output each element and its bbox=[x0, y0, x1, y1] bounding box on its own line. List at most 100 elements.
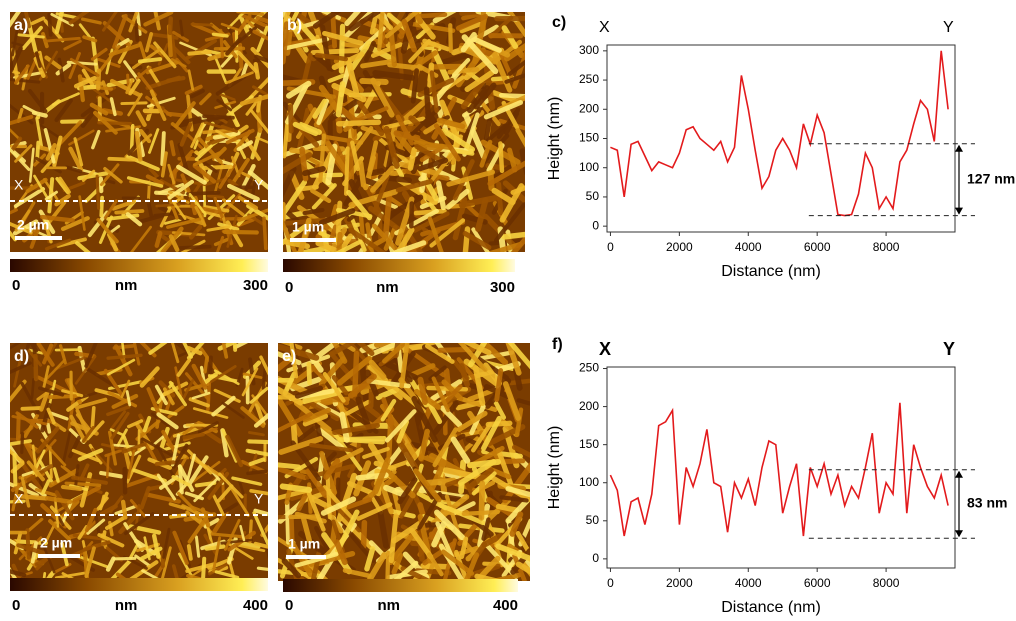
nanorod bbox=[134, 130, 143, 162]
colorbar bbox=[283, 579, 518, 592]
nanorod bbox=[504, 43, 525, 62]
nanorod bbox=[296, 107, 318, 139]
nanorod bbox=[290, 420, 298, 446]
nanorod bbox=[187, 455, 209, 487]
nanorod bbox=[141, 569, 165, 581]
nanorod bbox=[68, 52, 81, 80]
nanorod bbox=[226, 183, 260, 202]
nanorod bbox=[96, 68, 102, 91]
nanorod bbox=[132, 343, 141, 366]
nanorod bbox=[222, 229, 259, 235]
nanorod bbox=[162, 527, 171, 559]
nanorod bbox=[54, 490, 75, 521]
nanorod bbox=[10, 46, 23, 78]
nanorod bbox=[90, 405, 96, 429]
nanorod bbox=[408, 115, 429, 134]
nanorod bbox=[309, 172, 344, 178]
nanorod bbox=[333, 539, 348, 566]
x-tick-label: 4000 bbox=[735, 576, 762, 590]
nanorod bbox=[152, 533, 161, 559]
nanorod bbox=[368, 359, 387, 380]
nanorod bbox=[502, 381, 521, 421]
nanorod bbox=[247, 439, 268, 445]
nanorod bbox=[107, 391, 138, 408]
nanorod bbox=[433, 123, 461, 162]
nanorod bbox=[472, 36, 502, 53]
nanorod bbox=[10, 482, 39, 497]
nanorod bbox=[383, 224, 398, 251]
colorbar-max: 300 bbox=[490, 279, 515, 296]
afm-image bbox=[278, 343, 530, 581]
nanorod bbox=[457, 343, 488, 373]
nanorod bbox=[431, 376, 450, 413]
nanorod bbox=[135, 12, 142, 36]
nanorod bbox=[418, 428, 430, 462]
nanorod bbox=[120, 101, 148, 106]
nanorod bbox=[153, 12, 161, 31]
nanorod bbox=[447, 67, 480, 75]
nanorod bbox=[322, 371, 346, 403]
colorbar bbox=[10, 259, 268, 272]
nanorod bbox=[153, 212, 171, 218]
nanorod bbox=[142, 415, 152, 433]
nanorod bbox=[106, 353, 143, 360]
nanorod bbox=[297, 217, 312, 252]
panel-label: f) bbox=[552, 336, 563, 353]
nanorod bbox=[377, 510, 389, 549]
nanorod bbox=[289, 343, 299, 379]
nanorod bbox=[10, 379, 27, 403]
nanorod bbox=[150, 412, 170, 427]
nanorod bbox=[214, 570, 240, 580]
nanorod bbox=[505, 497, 530, 524]
nanorod bbox=[105, 454, 110, 479]
nanorod bbox=[495, 503, 520, 513]
nanorod bbox=[40, 214, 75, 223]
nanorod bbox=[348, 12, 381, 32]
scale-bar-label: 2 µm bbox=[40, 535, 72, 551]
nanorod bbox=[459, 12, 483, 16]
nanorod bbox=[192, 116, 225, 124]
panel-label: a) bbox=[14, 17, 28, 34]
nanorod bbox=[216, 98, 233, 112]
nanorod bbox=[252, 29, 268, 41]
nanorod bbox=[16, 493, 49, 501]
nanorod bbox=[160, 131, 166, 167]
nanorod bbox=[185, 510, 205, 527]
nanorod bbox=[372, 174, 390, 212]
nanorod bbox=[186, 544, 193, 561]
nanorod bbox=[245, 19, 260, 34]
nanorod bbox=[286, 80, 312, 99]
nanorod bbox=[240, 62, 249, 79]
nanorod bbox=[440, 549, 475, 576]
nanorod bbox=[170, 433, 181, 467]
nanorod bbox=[278, 462, 302, 470]
nanorod bbox=[483, 100, 523, 120]
nanorod bbox=[105, 515, 127, 531]
nanorod bbox=[324, 224, 338, 252]
nanorod bbox=[192, 163, 217, 184]
nanorod bbox=[329, 343, 357, 357]
nanorod bbox=[81, 425, 95, 443]
nanorod bbox=[478, 480, 486, 521]
nanorod bbox=[225, 37, 242, 56]
nanorod bbox=[411, 395, 438, 443]
nanorod bbox=[74, 355, 97, 385]
nanorod bbox=[138, 128, 152, 144]
nanorod bbox=[314, 525, 330, 552]
y-tick-label: 250 bbox=[579, 361, 599, 375]
nanorod bbox=[10, 208, 18, 215]
nanorod bbox=[414, 143, 444, 163]
nanorod bbox=[314, 52, 348, 62]
nanorod bbox=[187, 105, 207, 122]
nanorod bbox=[34, 51, 42, 68]
nanorod bbox=[81, 68, 95, 87]
nanorod bbox=[123, 60, 140, 82]
nanorod bbox=[407, 146, 418, 171]
nanorod bbox=[367, 552, 388, 581]
nanorod bbox=[77, 525, 89, 540]
nanorod bbox=[401, 96, 430, 122]
nanorod bbox=[213, 369, 240, 386]
nanorod bbox=[278, 343, 320, 361]
nanorod bbox=[347, 373, 377, 399]
nanorod bbox=[25, 177, 48, 194]
